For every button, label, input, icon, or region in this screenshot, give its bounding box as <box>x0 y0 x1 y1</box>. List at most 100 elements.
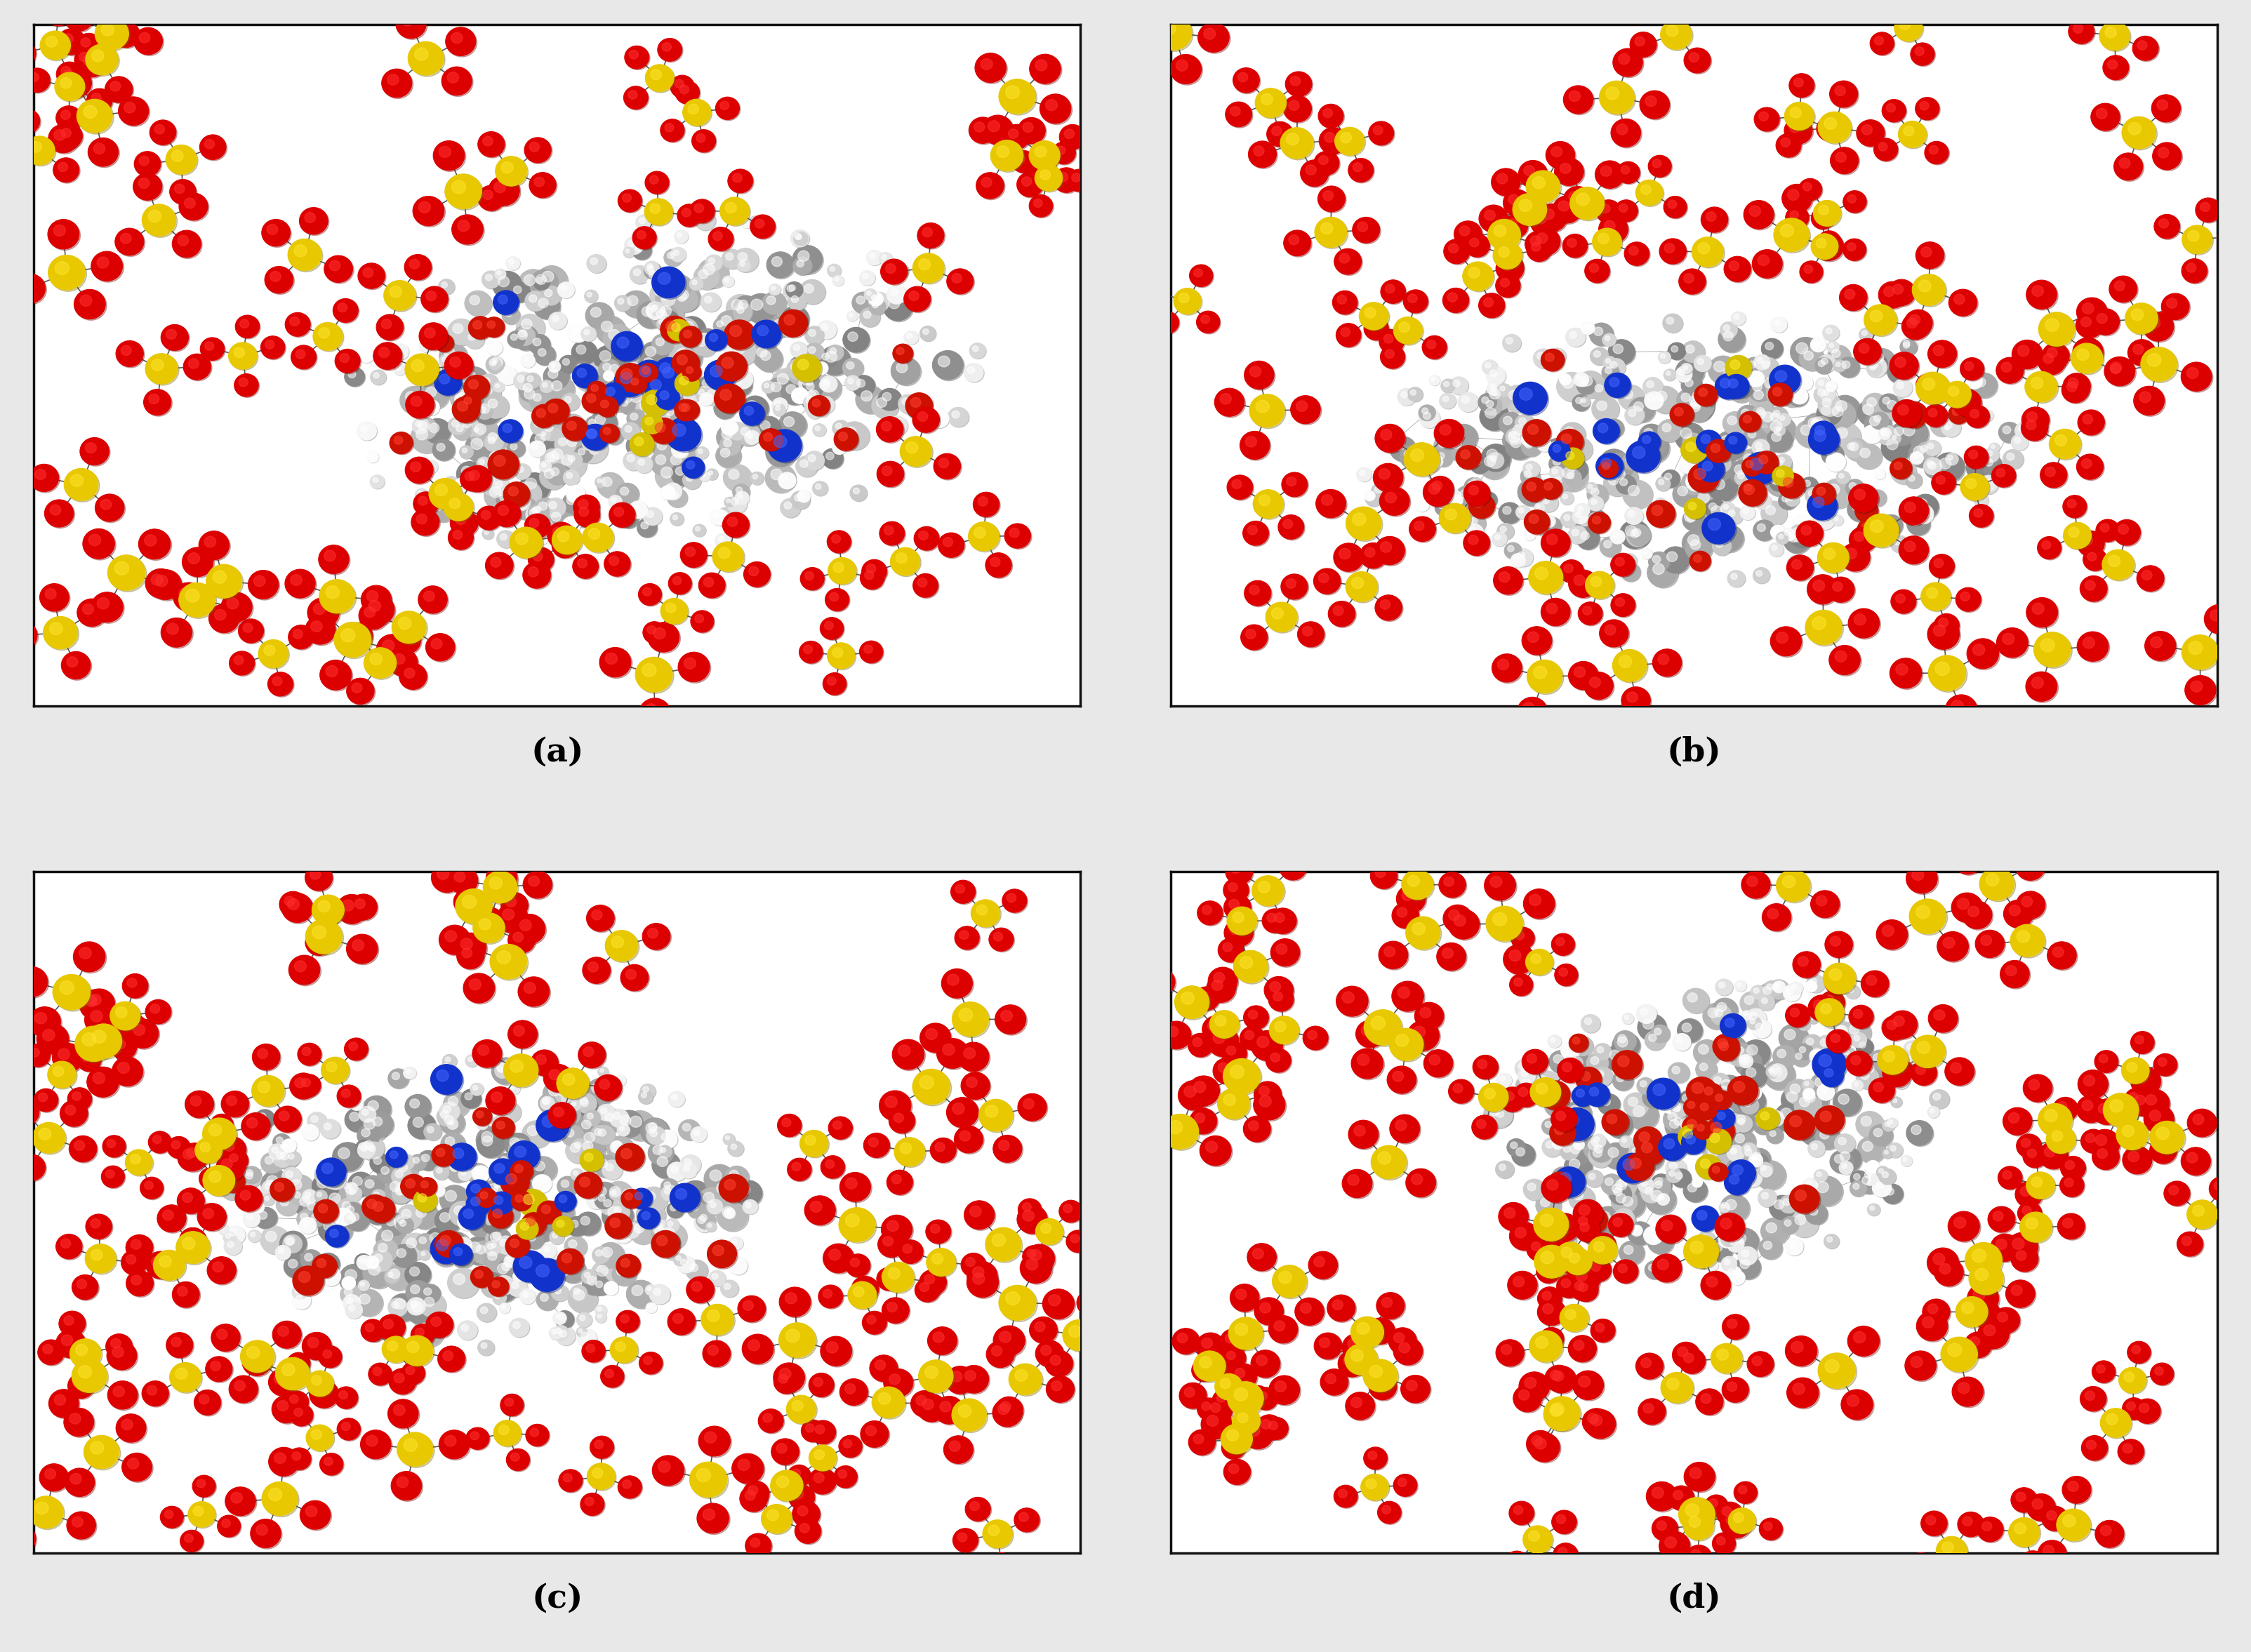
Circle shape <box>738 253 747 261</box>
Circle shape <box>1225 894 1252 920</box>
Circle shape <box>2062 378 2089 403</box>
Circle shape <box>1686 1077 1718 1107</box>
Circle shape <box>1582 1409 1612 1437</box>
Circle shape <box>556 1328 563 1333</box>
Circle shape <box>1355 1021 1384 1047</box>
Circle shape <box>896 553 907 563</box>
Circle shape <box>1727 1041 1736 1049</box>
Circle shape <box>119 97 151 127</box>
Circle shape <box>1607 454 1636 481</box>
Circle shape <box>239 620 263 643</box>
Circle shape <box>551 1330 556 1335</box>
Circle shape <box>1551 1173 1573 1194</box>
Circle shape <box>324 1171 333 1180</box>
Circle shape <box>570 1241 576 1247</box>
Circle shape <box>855 296 864 304</box>
Circle shape <box>606 373 610 377</box>
Circle shape <box>1873 1128 1882 1137</box>
Circle shape <box>1997 1239 2008 1249</box>
Circle shape <box>198 1204 205 1211</box>
Circle shape <box>1189 1077 1220 1107</box>
Circle shape <box>1720 1085 1729 1094</box>
Circle shape <box>2055 434 2066 446</box>
Circle shape <box>1542 1247 1571 1275</box>
Circle shape <box>1603 1175 1623 1196</box>
Circle shape <box>1810 1074 1839 1099</box>
Circle shape <box>646 172 671 195</box>
Circle shape <box>504 1062 511 1067</box>
Circle shape <box>572 363 597 388</box>
Circle shape <box>446 494 475 522</box>
Circle shape <box>1569 1336 1598 1363</box>
Circle shape <box>531 507 538 514</box>
Circle shape <box>824 378 831 385</box>
Circle shape <box>2123 117 2156 150</box>
Circle shape <box>723 357 734 368</box>
Circle shape <box>1600 83 1636 116</box>
Circle shape <box>504 311 513 317</box>
Circle shape <box>851 1259 860 1267</box>
Circle shape <box>306 616 335 644</box>
Circle shape <box>2165 1183 2190 1206</box>
Circle shape <box>777 1113 801 1137</box>
Circle shape <box>1596 1070 1603 1077</box>
Circle shape <box>1751 1356 1763 1366</box>
Circle shape <box>1821 121 1830 131</box>
Circle shape <box>486 552 513 578</box>
Circle shape <box>430 496 457 522</box>
Circle shape <box>1567 1102 1591 1127</box>
Circle shape <box>1270 909 1297 935</box>
Circle shape <box>1522 433 1535 446</box>
Circle shape <box>1564 459 1589 482</box>
Circle shape <box>1017 117 1044 144</box>
Circle shape <box>455 1251 464 1257</box>
Circle shape <box>1904 1049 1931 1074</box>
Circle shape <box>774 405 786 416</box>
Circle shape <box>1848 1327 1880 1358</box>
Circle shape <box>970 119 997 144</box>
Circle shape <box>1643 439 1654 449</box>
Circle shape <box>574 1171 579 1175</box>
Circle shape <box>750 472 763 484</box>
Circle shape <box>806 327 826 345</box>
Circle shape <box>1749 458 1763 471</box>
Circle shape <box>590 444 601 454</box>
Circle shape <box>2206 606 2237 634</box>
Circle shape <box>448 1145 477 1171</box>
Circle shape <box>439 1102 459 1122</box>
Circle shape <box>1729 1161 1758 1188</box>
Circle shape <box>1808 491 1814 497</box>
Circle shape <box>1573 1037 1580 1044</box>
Circle shape <box>1067 1231 1089 1252</box>
Circle shape <box>266 1196 270 1201</box>
Circle shape <box>1675 1173 1681 1180</box>
Circle shape <box>808 395 831 416</box>
Circle shape <box>2150 1110 2161 1122</box>
Circle shape <box>1801 477 1819 494</box>
Circle shape <box>1346 1393 1375 1419</box>
Circle shape <box>995 1396 1022 1424</box>
Circle shape <box>696 211 716 231</box>
Circle shape <box>1697 1234 1715 1252</box>
Circle shape <box>20 279 32 291</box>
Circle shape <box>1148 282 1171 304</box>
Circle shape <box>707 1241 736 1267</box>
Circle shape <box>581 1493 603 1515</box>
Circle shape <box>1560 1173 1571 1184</box>
Circle shape <box>367 1196 396 1222</box>
Circle shape <box>1846 439 1864 459</box>
Circle shape <box>2183 259 2208 284</box>
Circle shape <box>1740 1097 1760 1115</box>
Circle shape <box>1272 1265 1306 1297</box>
Circle shape <box>934 1143 945 1151</box>
Circle shape <box>1560 560 1585 583</box>
Circle shape <box>106 1341 137 1370</box>
Circle shape <box>1700 1064 1709 1070</box>
Circle shape <box>1909 1054 1920 1064</box>
Circle shape <box>2078 344 2089 354</box>
Circle shape <box>660 1232 680 1252</box>
Circle shape <box>1479 395 1497 411</box>
Circle shape <box>74 48 99 73</box>
Circle shape <box>419 1178 439 1198</box>
Circle shape <box>1893 539 1900 545</box>
